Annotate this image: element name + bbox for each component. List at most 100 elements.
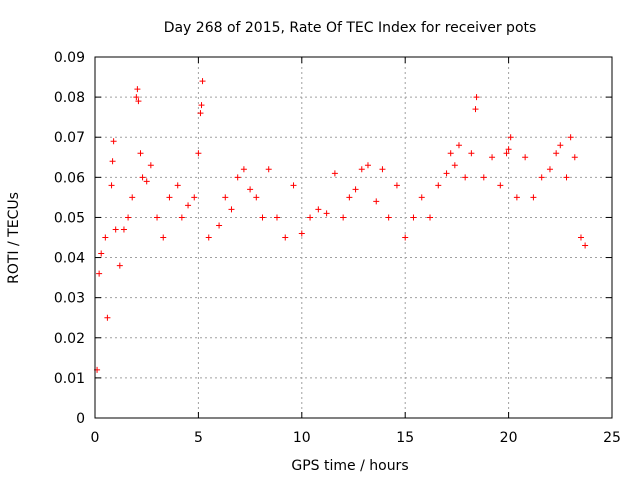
data-point	[553, 150, 560, 157]
data-point	[473, 94, 480, 101]
data-point	[96, 270, 103, 277]
data-point	[505, 146, 512, 153]
data-point	[240, 166, 247, 173]
data-point	[323, 210, 330, 217]
data-point	[228, 206, 235, 213]
x-tick-label: 15	[396, 430, 414, 446]
data-point	[98, 250, 105, 257]
data-point	[216, 222, 223, 229]
data-point	[298, 230, 305, 237]
plot-frame	[94, 56, 613, 419]
data-point	[427, 214, 434, 221]
data-point	[259, 214, 266, 221]
data-point	[199, 78, 206, 85]
data-point	[102, 234, 109, 241]
data-point	[340, 214, 347, 221]
data-point	[567, 134, 574, 141]
data-point	[530, 194, 537, 201]
data-point	[178, 214, 185, 221]
data-point	[197, 110, 204, 117]
data-point	[352, 186, 359, 193]
data-point	[410, 214, 417, 221]
data-point	[307, 214, 314, 221]
data-point	[137, 150, 144, 157]
data-points-layer	[94, 78, 589, 373]
data-point	[472, 106, 479, 113]
data-point	[166, 194, 173, 201]
data-point	[373, 198, 380, 205]
data-point	[112, 226, 119, 233]
axis-tick-labels-layer: 0 5 10 15 20 25 0 0.01 0.02 0.03 0.04 0.05 0.06 0.07 0…	[54, 50, 621, 446]
data-point	[546, 166, 553, 173]
data-point	[109, 158, 116, 165]
data-point	[582, 242, 589, 249]
data-point	[185, 202, 192, 209]
data-point	[110, 138, 117, 145]
data-point	[108, 182, 115, 189]
data-point	[125, 214, 132, 221]
data-point	[557, 142, 564, 149]
chart-title: Day 268 of 2015, Rate Of TEC Index for r…	[164, 20, 537, 36]
data-point	[393, 182, 400, 189]
x-tick-label: 0	[91, 430, 100, 446]
y-tick-label: 0.08	[54, 90, 85, 106]
data-point	[507, 134, 514, 141]
data-point	[160, 234, 167, 241]
data-point	[418, 194, 425, 201]
data-point	[455, 142, 462, 149]
x-tick-label: 20	[500, 430, 518, 446]
data-point	[129, 194, 136, 201]
data-point	[143, 178, 150, 185]
data-point	[489, 154, 496, 161]
data-point	[468, 150, 475, 157]
data-point	[577, 234, 584, 241]
data-point	[104, 314, 111, 321]
x-tick-label: 10	[293, 430, 311, 446]
data-point	[447, 150, 454, 157]
data-point	[205, 234, 212, 241]
data-point	[315, 206, 322, 213]
data-point	[503, 150, 510, 157]
data-point	[462, 174, 469, 181]
y-tick-label: 0.03	[54, 291, 85, 307]
data-point	[571, 154, 578, 161]
data-point	[364, 162, 371, 169]
x-axis-label: GPS time / hours	[291, 458, 408, 474]
axis-ticks-layer	[94, 56, 613, 419]
y-tick-label: 0.09	[54, 50, 85, 66]
y-tick-label: 0.04	[54, 251, 85, 267]
y-tick-label: 0.02	[54, 331, 85, 347]
x-tick-label: 25	[603, 430, 621, 446]
data-point	[247, 186, 254, 193]
data-point	[402, 234, 409, 241]
y-tick-label: 0.07	[54, 130, 85, 146]
data-point	[379, 166, 386, 173]
data-point	[135, 98, 142, 105]
grid-layer	[95, 57, 612, 418]
y-axis-label: ROTI / TECUs	[6, 192, 22, 284]
data-point	[147, 162, 154, 169]
data-point	[346, 194, 353, 201]
data-point	[191, 194, 198, 201]
data-point	[198, 102, 205, 109]
data-point	[154, 214, 161, 221]
data-point	[563, 174, 570, 181]
data-point	[451, 162, 458, 169]
x-tick-label: 5	[194, 430, 203, 446]
data-point	[234, 174, 241, 181]
y-tick-label: 0.05	[54, 210, 85, 226]
data-point	[265, 166, 272, 173]
data-point	[134, 86, 141, 93]
data-point	[480, 174, 487, 181]
data-point	[139, 174, 146, 181]
data-point	[497, 182, 504, 189]
data-point	[513, 194, 520, 201]
data-point	[282, 234, 289, 241]
data-point	[174, 182, 181, 189]
data-point	[385, 214, 392, 221]
data-point	[358, 166, 365, 173]
data-point	[443, 170, 450, 177]
data-point	[133, 94, 140, 101]
data-point	[331, 170, 338, 177]
